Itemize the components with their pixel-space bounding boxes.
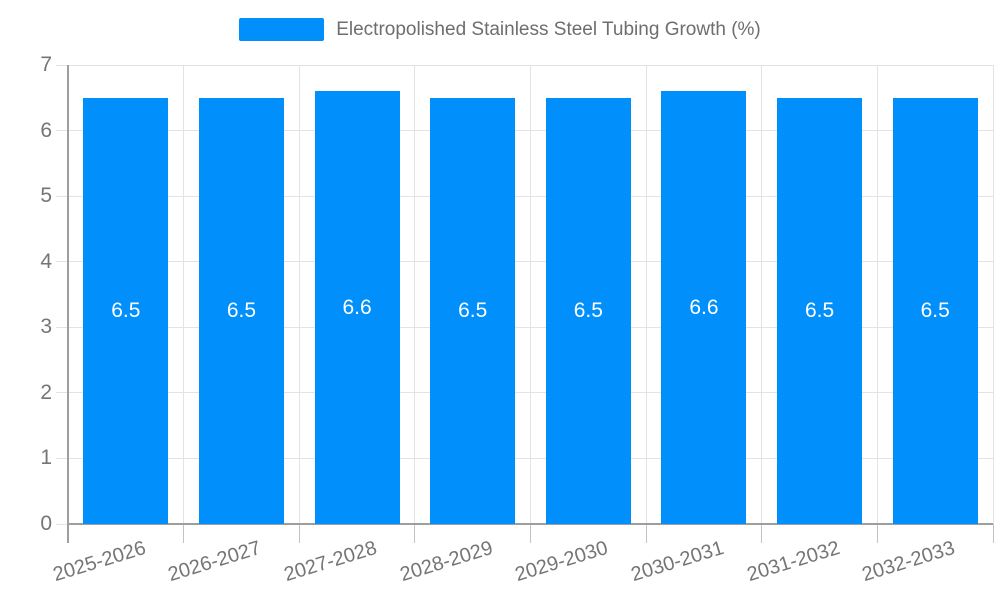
bar[interactable]: 6.5: [430, 97, 516, 524]
y-axis-tick: [56, 130, 68, 132]
bar-value-label: 6.5: [920, 298, 950, 322]
x-axis-tick: [876, 524, 878, 543]
x-axis-tick: [645, 524, 647, 543]
y-axis-tick: [56, 261, 68, 263]
bar[interactable]: 6.5: [777, 97, 863, 524]
gridline-vertical: [761, 65, 763, 524]
legend-label[interactable]: Electropolished Stainless Steel Tubing G…: [336, 19, 761, 40]
y-axis-label: 6: [40, 118, 52, 142]
y-axis-label: 4: [40, 249, 52, 273]
x-axis-tick: [761, 524, 763, 543]
legend[interactable]: Electropolished Stainless Steel Tubing G…: [0, 18, 1000, 41]
gridline-vertical: [992, 65, 994, 524]
y-axis-label: 1: [40, 446, 52, 470]
y-axis-label: 0: [40, 512, 52, 535]
gridline-vertical: [645, 65, 647, 524]
y-axis-label: 3: [40, 315, 52, 339]
y-axis-label: 2: [40, 380, 52, 404]
y-axis-label: 5: [40, 184, 52, 208]
bar[interactable]: 6.6: [314, 91, 400, 524]
x-axis-tick: [530, 524, 531, 543]
bar[interactable]: 6.6: [661, 91, 747, 524]
gridline-vertical: [530, 65, 531, 524]
y-axis-tick: [56, 195, 68, 197]
bar-value-label: 6.5: [804, 298, 835, 322]
y-axis-line: [67, 65, 69, 543]
y-axis-tick: [56, 457, 68, 459]
bar-value-label: 6.5: [458, 298, 488, 322]
bar[interactable]: 6.5: [83, 97, 169, 524]
bar-value-label: 6.5: [226, 298, 257, 322]
gridline-vertical: [298, 65, 300, 524]
gridline-vertical: [876, 65, 878, 524]
gridline-vertical: [183, 65, 185, 524]
x-axis-tick: [183, 524, 185, 543]
y-axis-tick: [56, 523, 68, 525]
x-axis-tick: [414, 524, 416, 543]
bar-value-label: 6.6: [342, 295, 372, 319]
gridline-vertical: [414, 65, 416, 524]
y-axis-label: 7: [40, 53, 52, 76]
x-axis-tick: [992, 524, 994, 543]
y-axis-tick: [56, 326, 68, 328]
bar-value-label: 6.6: [689, 295, 719, 319]
bar[interactable]: 6.5: [198, 97, 284, 524]
y-axis-tick: [56, 64, 68, 66]
bar[interactable]: 6.5: [545, 97, 631, 524]
legend-marker[interactable]: [239, 18, 325, 41]
x-axis-tick: [298, 524, 300, 543]
bar-value-label: 6.5: [111, 298, 141, 322]
x-axis-line: [68, 523, 993, 525]
bar[interactable]: 6.5: [892, 97, 978, 524]
y-axis-tick: [56, 392, 68, 394]
bar-value-label: 6.5: [573, 298, 603, 322]
